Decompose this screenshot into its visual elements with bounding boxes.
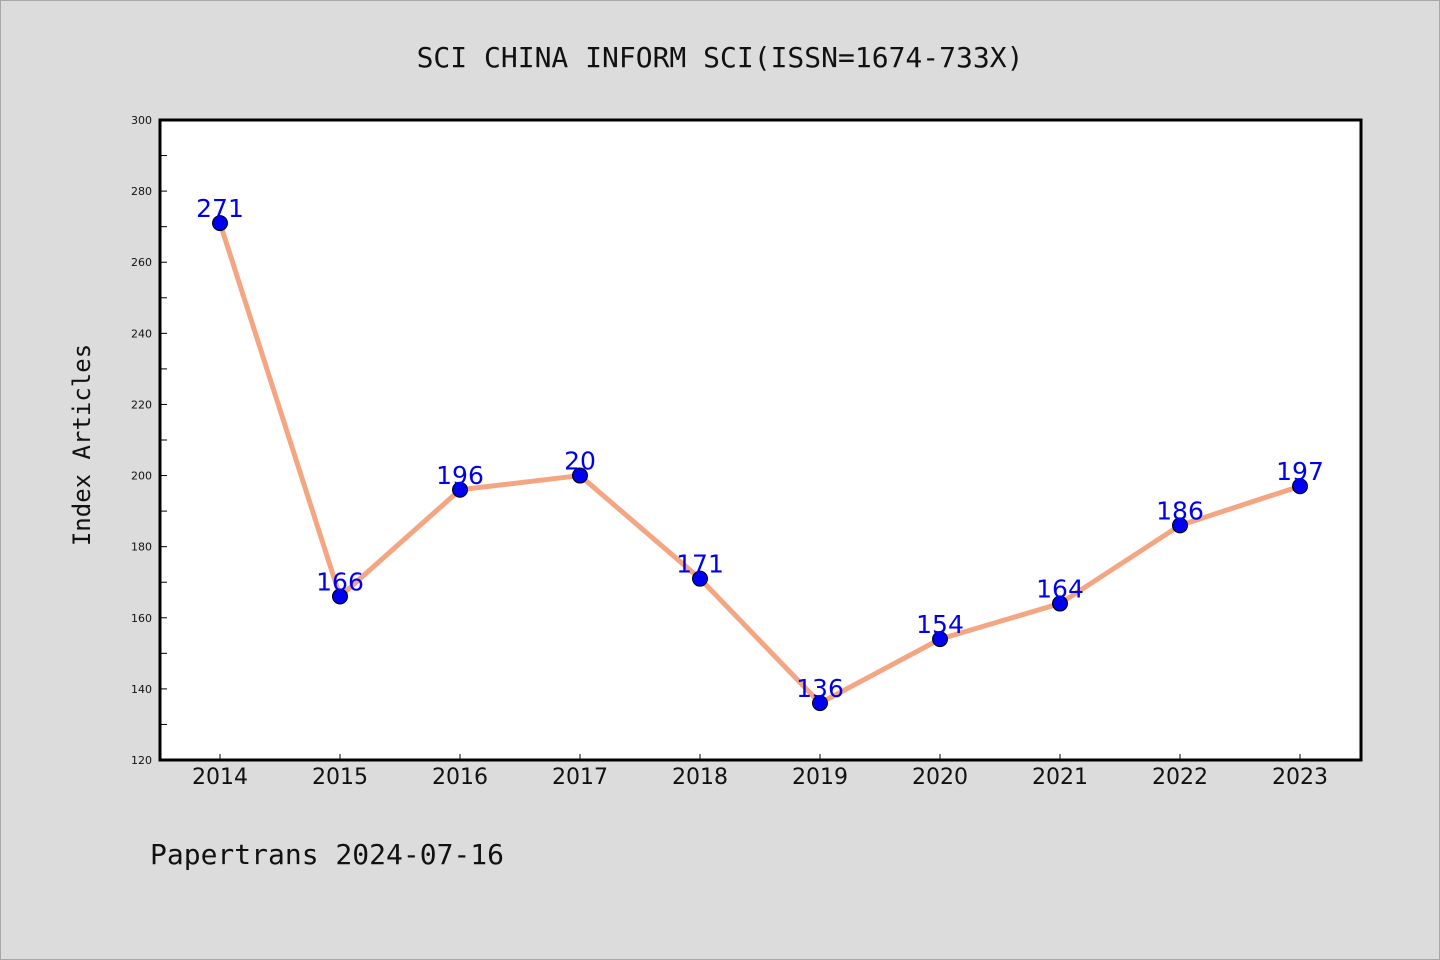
y-axis-label: Index Articles (68, 344, 96, 546)
data-point-label: 196 (436, 461, 484, 490)
data-point-label: 186 (1156, 496, 1204, 525)
data-labels: 271 166 196 20 171 136 154 164 186 197 (196, 194, 1324, 703)
x-axis-ticks: 2014 2015 2016 2017 2018 2019 2020 2021 2022 2023 (192, 754, 1328, 790)
plot-area (158, 118, 1363, 762)
data-point-label: 166 (316, 567, 364, 596)
data-point-marker (692, 570, 708, 587)
x-tick-label: 2015 (312, 765, 368, 790)
footer-text: Papertrans 2024-07-16 (150, 838, 504, 871)
chart-title: SCI CHINA INFORM SCI(ISSN=1674-733X) (417, 41, 1024, 74)
x-tick-label: 2020 (912, 765, 968, 790)
series-line (217, 220, 1303, 706)
x-tick-label: 2019 (792, 765, 848, 790)
y-tick-label: 160 (131, 612, 152, 625)
data-point-label: 136 (796, 674, 844, 703)
x-tick-label: 2023 (1272, 765, 1328, 790)
data-point-marker (212, 215, 228, 232)
data-point-marker (1172, 517, 1188, 534)
y-tick-label: 300 (131, 114, 152, 127)
data-point-marker (572, 467, 588, 484)
x-tick-label: 2021 (1032, 765, 1088, 790)
y-tick-label: 120 (131, 754, 152, 767)
y-tick-label: 180 (131, 541, 152, 554)
data-point-marker (1292, 478, 1308, 495)
data-point-label: 171 (676, 550, 724, 579)
y-axis-ticks: 120 140 160 180 200 220 240 260 280 300 (131, 114, 167, 767)
y-tick-label: 200 (131, 470, 152, 483)
x-tick-label: 2022 (1152, 765, 1208, 790)
series-line-group (217, 220, 1303, 706)
data-point-marker (812, 695, 828, 712)
data-point-label: 20 (564, 447, 596, 476)
x-tick-label: 2014 (192, 765, 248, 790)
data-point-label: 164 (1036, 575, 1084, 604)
data-point-marker (932, 631, 948, 648)
x-tick-label: 2016 (432, 765, 488, 790)
y-tick-label: 260 (131, 256, 152, 269)
y-tick-label: 220 (131, 398, 152, 411)
data-point-label: 154 (916, 610, 964, 639)
data-point-marker (332, 588, 348, 605)
y-tick-label: 280 (131, 185, 152, 198)
y-tick-label: 140 (131, 683, 152, 696)
y-tick-label: 240 (131, 327, 152, 340)
x-tick-label: 2017 (552, 765, 608, 790)
x-tick-label: 2018 (672, 765, 728, 790)
data-markers (212, 215, 1308, 712)
data-point-label: 271 (196, 194, 244, 223)
data-point-marker (452, 481, 468, 498)
data-point-marker (1052, 595, 1068, 612)
data-point-label: 197 (1276, 457, 1324, 486)
